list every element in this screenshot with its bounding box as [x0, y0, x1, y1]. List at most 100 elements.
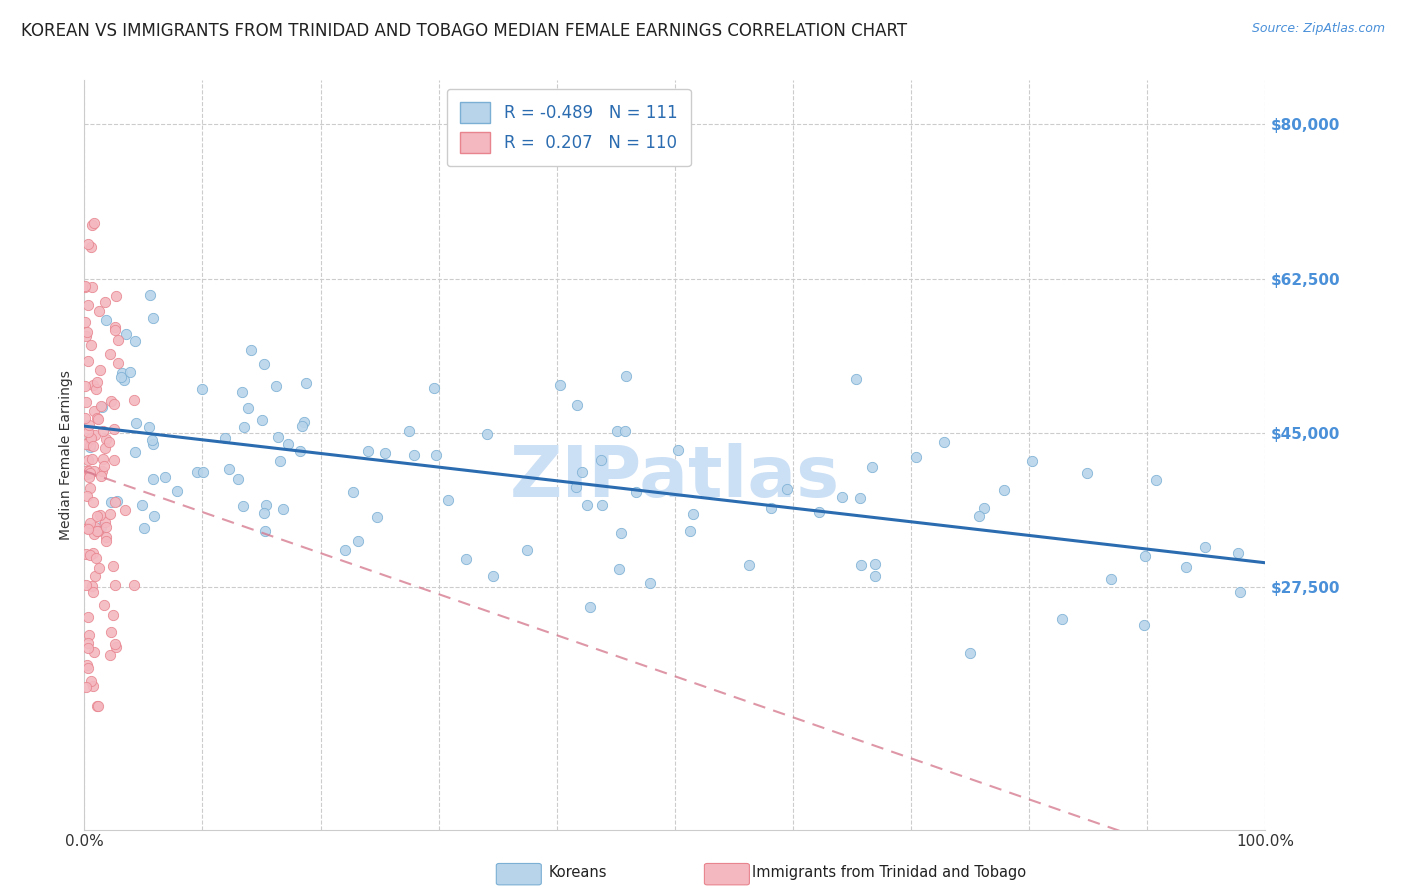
Point [1099, 572, 1122, 586]
Point [142, 437, 165, 451]
Point [124, 578, 146, 592]
Point [97, 434, 120, 449]
Point [76, 661, 98, 675]
Point [103, 607, 125, 622]
Point [860, 460, 883, 475]
Point [87, 524, 110, 539]
Point [374, 446, 396, 460]
Point [80, 431, 103, 445]
Point [142, 310, 165, 325]
Point [292, 415, 315, 429]
Point [865, 558, 887, 572]
Point [79, 516, 101, 530]
Point [288, 443, 311, 458]
Point [606, 424, 628, 438]
Point [90, 401, 112, 415]
Point [76, 298, 98, 312]
Point [143, 509, 166, 524]
Point [79, 481, 101, 495]
Point [80, 240, 103, 254]
Point [82, 218, 104, 232]
Point [1144, 474, 1167, 488]
Point [94, 313, 117, 327]
Point [254, 524, 277, 538]
Point [75, 680, 97, 694]
Point [423, 382, 446, 396]
Point [79, 549, 101, 563]
Point [565, 479, 588, 493]
Point [232, 499, 254, 513]
Point [679, 524, 702, 538]
Point [134, 520, 156, 534]
Point [82, 585, 104, 599]
Point [267, 429, 290, 443]
Text: KOREAN VS IMMIGRANTS FROM TRINIDAD AND TOBAGO MEDIAN FEMALE EARNINGS CORRELATION: KOREAN VS IMMIGRANTS FROM TRINIDAD AND T… [21, 22, 907, 40]
Point [89, 363, 111, 377]
Point [141, 434, 163, 448]
Point [75, 395, 97, 409]
Point [613, 425, 636, 439]
Point [231, 385, 253, 400]
Point [83, 527, 105, 541]
Point [94, 515, 117, 529]
Point [105, 640, 128, 654]
Point [357, 443, 380, 458]
Point [104, 323, 127, 337]
Point [77, 354, 100, 368]
Point [105, 493, 128, 508]
Point [226, 472, 249, 486]
Point [73, 278, 96, 293]
Point [86, 411, 108, 425]
Point [139, 288, 162, 302]
Point [191, 466, 214, 480]
Point [269, 453, 291, 467]
Point [83, 644, 105, 658]
Point [214, 431, 236, 445]
Point [107, 333, 129, 347]
Point [250, 413, 273, 427]
Text: ZIPatlas: ZIPatlas [510, 443, 839, 512]
Point [77, 417, 100, 432]
Point [1021, 454, 1043, 468]
Point [571, 465, 593, 479]
Text: Immigrants from Trinidad and Tobago: Immigrants from Trinidad and Tobago [752, 865, 1026, 880]
Point [104, 289, 127, 303]
Point [614, 369, 637, 384]
Point [80, 452, 103, 467]
Point [1135, 549, 1157, 564]
Point [89, 508, 111, 523]
Point [75, 437, 97, 451]
Point [73, 280, 96, 294]
Point [83, 464, 105, 478]
Point [481, 569, 503, 583]
Point [1194, 540, 1216, 554]
Point [236, 401, 259, 416]
Point [477, 426, 499, 441]
Point [738, 558, 761, 572]
Point [77, 237, 100, 252]
Point [96, 530, 118, 544]
Point [73, 378, 96, 392]
Point [682, 507, 704, 521]
Point [333, 543, 356, 558]
Point [1076, 466, 1098, 480]
Point [240, 343, 263, 357]
Point [100, 624, 122, 639]
Point [186, 465, 208, 479]
Point [849, 558, 872, 572]
Point [93, 598, 115, 612]
Point [232, 420, 254, 434]
Point [831, 490, 853, 504]
Point [76, 489, 98, 503]
Point [112, 373, 135, 387]
Point [98, 507, 121, 521]
Point [91, 452, 114, 467]
Point [776, 482, 799, 496]
Point [124, 444, 146, 458]
Point [104, 495, 127, 509]
Point [124, 334, 146, 348]
Point [131, 498, 153, 512]
Y-axis label: Median Female Earnings: Median Female Earnings [59, 370, 73, 540]
Point [516, 543, 538, 558]
Point [550, 377, 572, 392]
